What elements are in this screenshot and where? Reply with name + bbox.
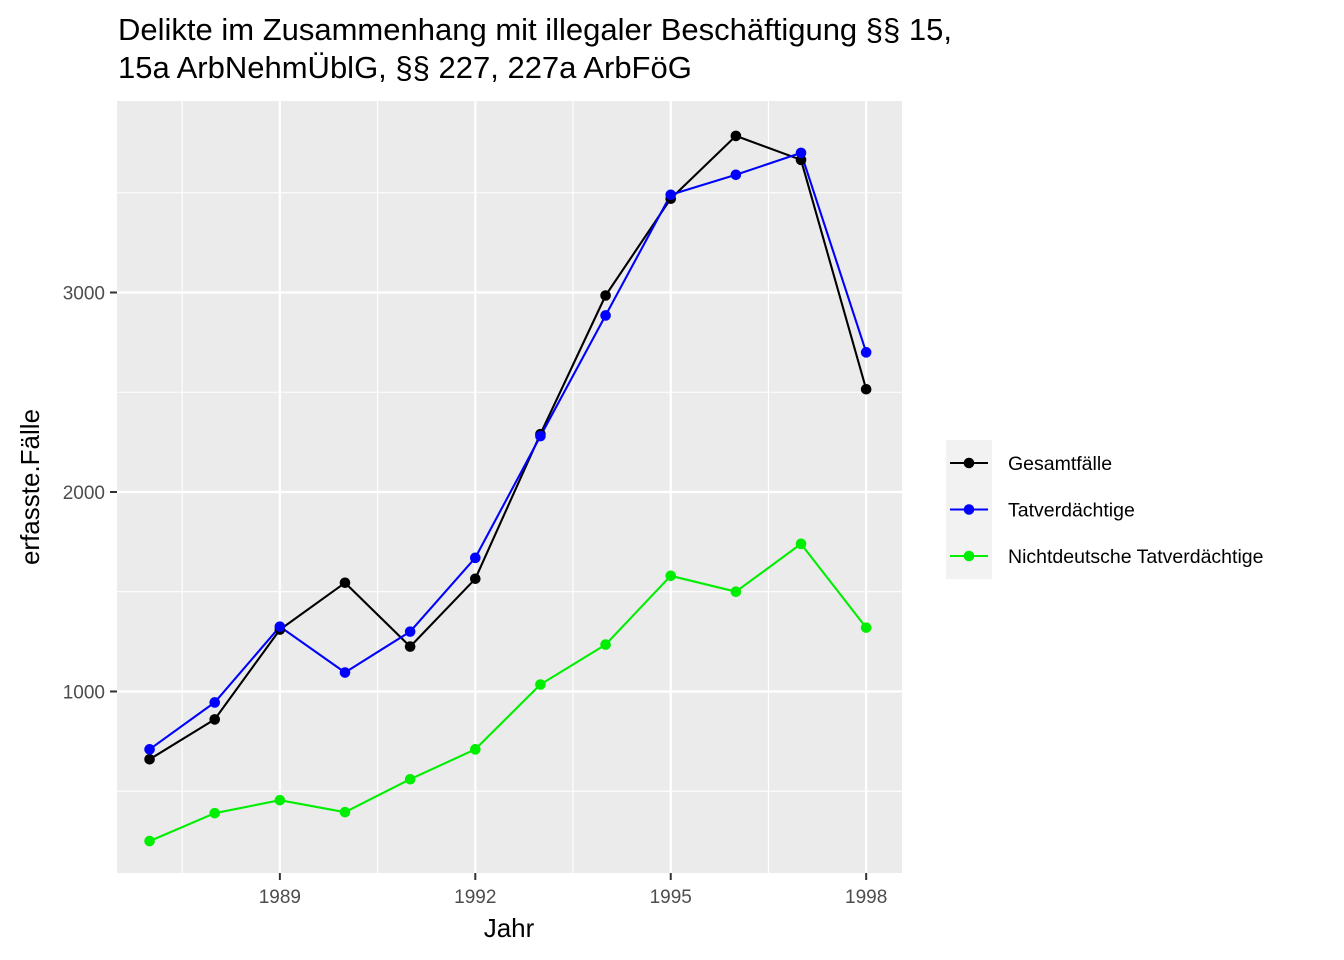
x-axis-title: Jahr bbox=[484, 913, 535, 943]
series-3-point bbox=[339, 806, 351, 818]
series-3-point bbox=[795, 538, 807, 550]
series-1-point bbox=[730, 130, 742, 142]
series-1-line bbox=[149, 134, 868, 761]
series-1-point bbox=[209, 714, 221, 725]
legend-key-point bbox=[963, 504, 975, 515]
legend-label: Nichtdeutsche Tatverdächtige bbox=[1008, 546, 1263, 568]
series-3-point bbox=[144, 835, 155, 847]
series-1-point bbox=[860, 383, 872, 395]
plot-panel bbox=[117, 101, 902, 873]
series-3-point bbox=[469, 744, 481, 755]
series-2-point bbox=[274, 621, 286, 632]
series-2-point bbox=[795, 147, 807, 159]
series-1-point bbox=[144, 753, 155, 765]
y-tick-label: 2000 bbox=[63, 483, 105, 504]
series-2-point bbox=[209, 697, 221, 708]
chart-title-line-1: Delikte im Zusammenhang mit illegaler Be… bbox=[118, 12, 952, 47]
series-3-point bbox=[209, 807, 221, 819]
x-tick-label: 1989 bbox=[259, 887, 301, 908]
series-2-point bbox=[144, 744, 155, 755]
series-2-point bbox=[404, 626, 416, 637]
chart-title-line-2: 15a ArbNehmÜblG, §§ 227, 227a ArbFöG bbox=[118, 50, 692, 85]
minor-grid bbox=[117, 101, 902, 873]
series-lines bbox=[148, 134, 868, 843]
series-2-point bbox=[860, 347, 872, 358]
series-2-point bbox=[665, 189, 677, 201]
x-tick-label: 1995 bbox=[650, 887, 692, 908]
series-3-point bbox=[730, 586, 742, 598]
legend: Gesamtfälle Tatverdächtige Nichtdeutsche T… bbox=[946, 440, 1263, 579]
series-1-point bbox=[600, 290, 611, 301]
x-tick-label: 1998 bbox=[845, 887, 887, 908]
series-points bbox=[144, 130, 872, 847]
x-axis: 1989 1992 1995 1998 bbox=[259, 873, 887, 908]
legend-key-point bbox=[963, 457, 975, 469]
y-tick-label: 3000 bbox=[63, 284, 105, 305]
legend-label: Gesamtfälle bbox=[1008, 453, 1112, 475]
series-2-point bbox=[730, 169, 742, 181]
series-2-point bbox=[535, 430, 546, 442]
series-2-point bbox=[339, 667, 351, 678]
legend-key-point bbox=[963, 550, 975, 562]
series-3-point bbox=[860, 622, 872, 633]
series-3-point bbox=[535, 679, 546, 690]
series-3-point bbox=[665, 570, 677, 582]
series-2-point bbox=[600, 310, 611, 321]
y-tick-label: 1000 bbox=[63, 682, 105, 703]
legend-label: Tatverdächtige bbox=[1008, 500, 1135, 522]
series-1-point bbox=[339, 577, 351, 589]
series-2-point bbox=[469, 552, 481, 564]
series-1-point bbox=[469, 573, 481, 585]
series-3-line bbox=[149, 542, 868, 843]
series-3-point bbox=[600, 639, 611, 650]
series-3-point bbox=[404, 773, 416, 785]
series-3-point bbox=[274, 794, 286, 806]
series-2-line bbox=[148, 151, 868, 751]
series-1-point bbox=[404, 641, 416, 652]
x-tick-label: 1992 bbox=[454, 887, 496, 908]
y-axis: 1000 2000 3000 bbox=[63, 284, 117, 703]
y-axis-title: erfasste.Fälle bbox=[15, 409, 45, 565]
